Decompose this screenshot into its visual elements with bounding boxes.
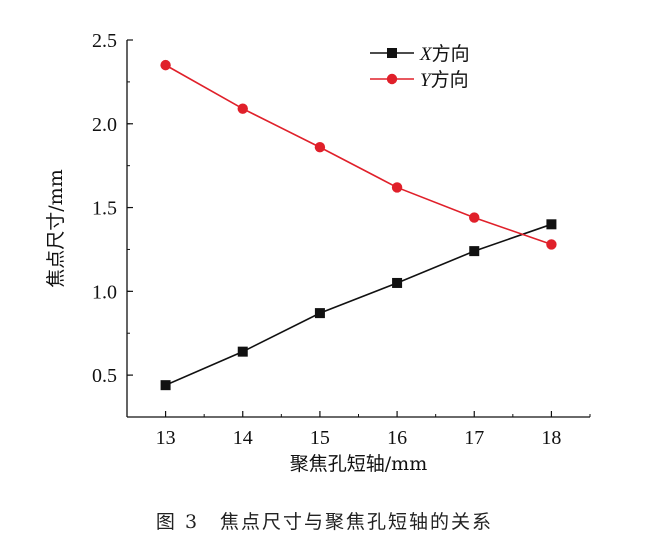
x-tick-label: 16 [387,427,407,449]
x-tick-label: 18 [541,427,561,449]
x-tick-label: 13 [156,427,176,449]
data-point-square [314,308,325,319]
data-point-square [469,246,480,257]
series-y [160,59,557,250]
plot-frame [126,40,590,418]
legend-marker-circle [386,73,398,85]
figure-caption: 图 3 焦点尺寸与聚焦孔短轴的关系 [155,511,494,533]
legend-suffix: 方向 [431,69,469,91]
data-point-square [237,346,248,357]
series-line-x [165,223,552,386]
legend-variable: X [419,44,433,65]
legend-label: X方向 [419,43,470,65]
x-axis-ticks: 13 14 15 16 17 18 [126,411,591,449]
data-point-circle [469,212,480,223]
data-point-square [546,219,557,230]
data-point-circle [160,59,171,71]
y-tick-label: 1.5 [92,198,117,220]
y-tick-label: 2.0 [92,114,117,136]
legend-variable: Y [420,70,433,91]
data-point-circle [546,239,557,250]
legend-entry-x: X方向 [370,43,470,65]
y-tick-label: 2.5 [92,30,117,52]
series-layer [160,59,557,391]
y-tick-label: 0.5 [92,365,117,387]
legend-entry-y: Y方向 [370,69,469,91]
x-tick-label: 14 [233,427,253,449]
y-axis-title: 焦点尺寸/mm [45,169,67,287]
legend-suffix: 方向 [432,43,470,65]
x-tick-label: 17 [464,427,484,449]
data-point-square [392,277,403,288]
data-point-square [160,380,171,391]
y-tick-label: 1.0 [92,281,117,303]
x-tick-label: 15 [310,427,330,449]
legend-marker-square [387,48,397,58]
series-x [160,219,557,391]
x-axis-title: 聚焦孔短轴/mm [290,453,427,475]
legend-label: Y方向 [420,69,469,91]
series-line-y [165,64,552,246]
data-point-circle [237,103,248,114]
y-axis-ticks: 0.5 1.0 1.5 2.0 2.5 [92,30,133,418]
data-point-circle [391,182,403,193]
data-point-circle [314,142,326,153]
